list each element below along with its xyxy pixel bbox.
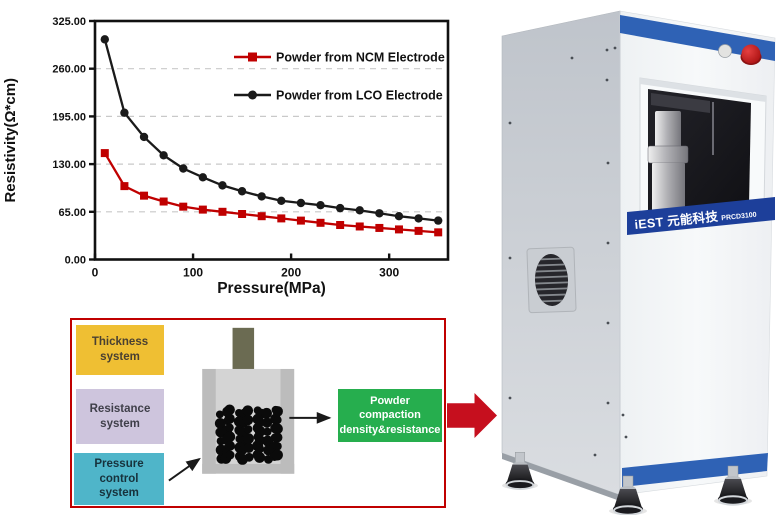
chart-svg: 0.00 65.00 130.00 195.00 260.00 325.00 0 100 200…: [2, 16, 450, 297]
press-arrow-icon: [221, 327, 265, 398]
legend-entry-ncm: Powder from NCM Electrode: [234, 51, 445, 65]
series-lco: [100, 35, 443, 225]
series-ncm: [100, 149, 443, 237]
y-axis-label: Resistivity(Ω*cm): [2, 78, 19, 203]
y-tick-label: 65.00: [58, 207, 86, 219]
red-arrow-icon: [447, 392, 497, 439]
machine-foot: [714, 465, 752, 506]
output-box: Powder compaction density&resistance: [338, 389, 442, 442]
arrow-pressure-to-die: [168, 457, 201, 482]
x-tick-label: 100: [183, 266, 203, 280]
prcd3100-machine-photo: iEST 元能科技 PRCD3100: [501, 10, 776, 515]
emergency-stop-button: [741, 44, 761, 64]
thickness-system-box: Thickness system: [76, 325, 164, 375]
window-frame-shade: [640, 78, 766, 102]
pressure-control-system-box: Pressure control system: [74, 453, 164, 505]
resistance-system-box: Resistance system: [76, 389, 164, 444]
x-tick-label: 0: [92, 266, 99, 280]
x-axis-label: Pressure(MPa): [217, 280, 326, 297]
x-tick-label: 300: [379, 266, 399, 280]
machine-bottom-accent-band: [622, 453, 768, 487]
x-tick-label: 200: [281, 266, 301, 280]
plot-border: [93, 19, 450, 261]
legend-entry-lco: Powder from LCO Electrode: [234, 89, 443, 103]
legend-label: Powder from LCO Electrode: [276, 89, 443, 103]
die-cup: [202, 368, 295, 474]
power-button: [718, 44, 732, 58]
y-tick-label: 0.00: [65, 255, 86, 267]
y-tick-label: 260.00: [52, 64, 86, 76]
panel-screws: [508, 46, 628, 457]
vent-grille: [526, 246, 577, 314]
powder-sample: [214, 404, 283, 465]
machine-foot: [501, 452, 539, 491]
model-text: PRCD3100: [721, 212, 757, 223]
machine-top-accent-band: [620, 15, 775, 61]
brand-banner: [627, 197, 775, 235]
legend-label: Powder from NCM Electrode: [276, 51, 445, 65]
y-tick-label: 195.00: [52, 111, 86, 123]
y-tick-label: 325.00: [52, 16, 86, 28]
system-diagram: Thickness system Resistance system Press…: [70, 318, 446, 508]
y-tick-label: 130.00: [52, 159, 86, 171]
machine-side-bottom-edge: [502, 453, 620, 501]
piston-assembly: [647, 93, 714, 215]
resistivity-pressure-chart: 0.00 65.00 130.00 195.00 260.00 325.00 0 100 200…: [0, 0, 462, 315]
